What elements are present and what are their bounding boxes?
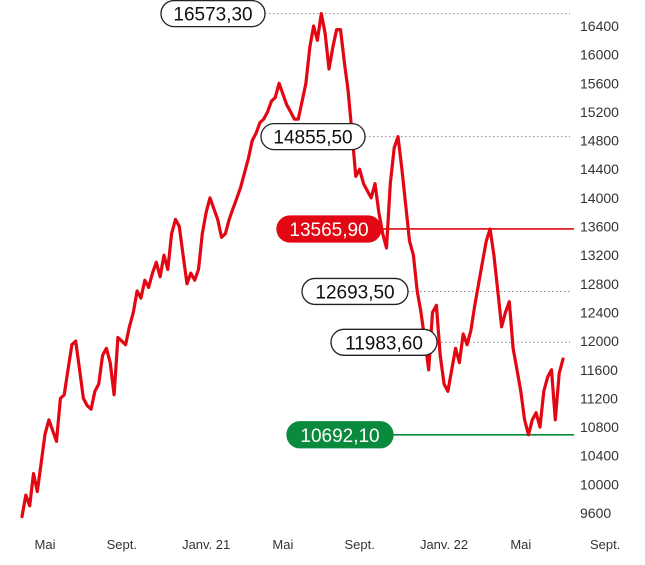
y-tick-label: 14000: [580, 190, 619, 206]
y-tick-label: 10800: [580, 419, 619, 435]
reference-lines: [265, 13, 574, 436]
value-callout-label: 14855,50: [273, 128, 352, 149]
value-callout-pill: [276, 215, 382, 243]
y-tick-label: 11600: [580, 362, 618, 378]
y-tick-label: 11200: [580, 390, 618, 406]
y-tick-label: 12400: [580, 304, 619, 320]
price-line: [20, 12, 565, 519]
y-tick-label: 14400: [580, 161, 619, 177]
value-callout-label: 12693,50: [315, 282, 394, 303]
x-axis-ticks: Mai Sept. Janv. 21 Mai Sept. Janv. 22 Mai Sept.: [35, 537, 621, 552]
y-tick-label: 12000: [580, 333, 619, 349]
price-series: [20, 12, 565, 519]
value-callout-label: 13565,90: [289, 220, 368, 241]
y-tick-label: 9600: [580, 505, 611, 521]
y-tick-label: 10400: [580, 448, 619, 464]
y-tick-label: 12800: [580, 276, 619, 292]
y-tick-label: 15600: [580, 75, 619, 91]
value-callout-pill: [330, 328, 438, 356]
value-callout-label: 10692,10: [300, 426, 379, 447]
x-tick-label: Janv. 22: [420, 537, 468, 552]
x-tick-label: Sept.: [590, 537, 620, 552]
y-tick-label: 16000: [580, 47, 619, 63]
value-callout-label: 16573,30: [173, 5, 252, 26]
y-tick-label: 14800: [580, 133, 619, 149]
x-tick-label: Mai: [35, 537, 56, 552]
x-tick-label: Mai: [272, 537, 293, 552]
value-callout-pill: [160, 0, 266, 28]
y-tick-label: 15200: [580, 104, 619, 120]
x-tick-label: Sept.: [107, 537, 137, 552]
value-callout-pill: [301, 277, 409, 306]
x-tick-label: Sept.: [344, 537, 374, 552]
y-tick-label: 13600: [580, 219, 619, 235]
x-tick-label: Janv. 21: [182, 537, 230, 552]
value-callout-pill: [260, 122, 366, 151]
x-tick-label: Mai: [510, 537, 531, 552]
y-tick-label: 10000: [580, 476, 619, 492]
y-axis-ticks: 9600 10000 10400 10800 11200 11600 12000 12400 1…: [580, 18, 619, 521]
value-callouts: 16573,30 14855,50 13565,90 12693,50 11983,60…: [160, 0, 438, 449]
y-tick-label: 16400: [580, 18, 619, 34]
value-callout-label: 11983,60: [345, 333, 423, 354]
value-callout-pill: [286, 421, 394, 449]
y-tick-label: 13200: [580, 247, 619, 263]
